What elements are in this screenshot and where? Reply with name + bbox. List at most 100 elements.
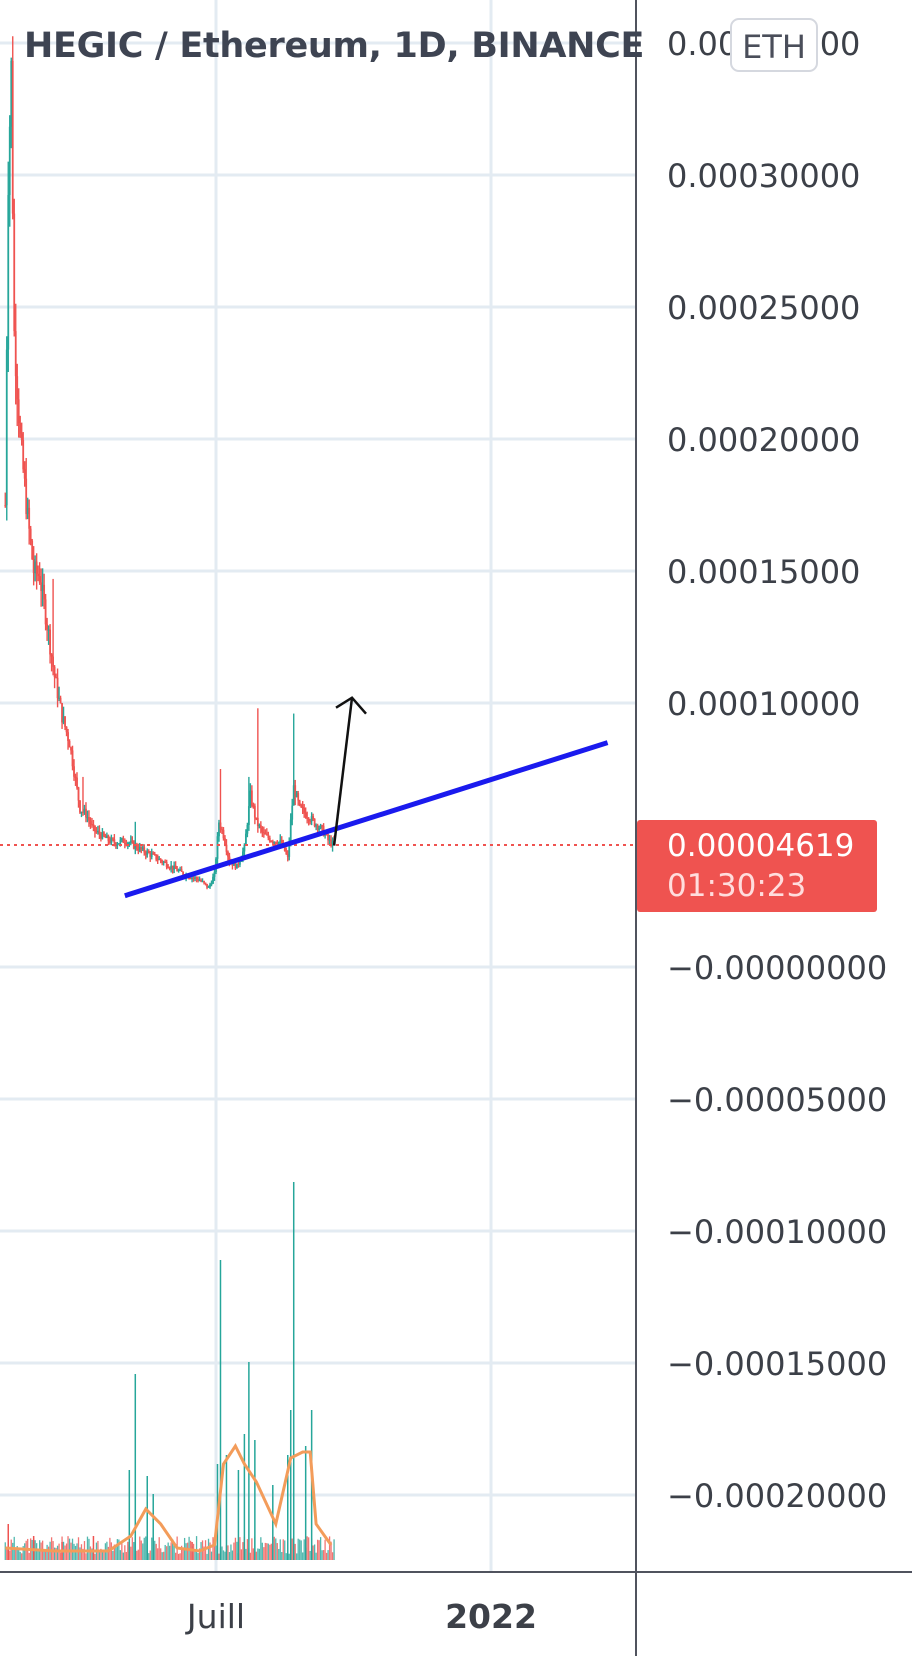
volume-moving-average-line [5,1443,333,1553]
candle-body [189,878,192,880]
arrow-line[interactable] [332,697,354,846]
candle-body [264,833,267,835]
candle-body [179,869,182,871]
candle-body [231,863,234,866]
candle-body [310,816,313,822]
candle-body [212,876,214,884]
candle-body [298,800,301,805]
trendline[interactable] [124,740,609,899]
candle-body [35,561,38,574]
candle-body [119,839,122,844]
candle-body [91,824,93,826]
arrow-head[interactable] [335,696,367,715]
candle-body [41,584,44,592]
candle-body [242,851,244,859]
candle-body [125,843,128,845]
candle-body [204,882,207,884]
candle-body [152,853,155,855]
candle-body [73,766,75,777]
candle-body [58,697,60,699]
candle-body [192,877,195,879]
candle-body [188,877,190,880]
candle-body [76,777,78,788]
candle-body [236,863,238,869]
candle-body [98,830,101,835]
candle-body [259,824,262,829]
candle-body [286,853,289,857]
candle-body [94,825,96,832]
drawing-layer[interactable] [124,696,609,899]
candle-body [203,881,205,883]
candle-body [168,867,171,870]
candle-body [234,862,237,869]
candle-body [8,126,11,196]
candle-body [300,804,303,808]
candle-body [137,848,140,851]
candle-body [110,838,113,843]
x-tick-label: 2022 [445,1597,537,1636]
candle-body [95,831,98,833]
candle-body [129,840,132,843]
candle-body [268,837,271,842]
candle-body [239,861,241,865]
y-tick-label: 0.00030000 [667,157,860,195]
candle-body [103,832,105,836]
candle-body [80,811,83,813]
candle-body [150,853,153,857]
chart-title: HEGIC / Ethereum, 1D, BINANCE [24,26,645,66]
candle-body [180,869,183,872]
candle-body [258,824,261,827]
candle-body [16,376,19,400]
y-tick-label: 0.00010000 [667,685,860,723]
candle-body [49,629,52,655]
candle-body [23,469,26,479]
candle-body [177,870,180,872]
candle-body [22,439,25,470]
currency-badge[interactable]: ETH [730,18,818,72]
candle-body [17,399,20,423]
candle-body [207,886,210,888]
candle-body [312,816,315,819]
candle-body [321,825,324,827]
candle-body [117,843,120,845]
candle-body [68,741,71,748]
candle-body [7,195,10,350]
candle-body [304,812,307,818]
candle-body [274,841,277,844]
candle-body [297,793,300,801]
candle-body [159,858,162,861]
candle-body [108,841,111,843]
candle-body [67,732,69,742]
candle-body [191,877,193,879]
candle-body [4,505,7,507]
candle-body [221,828,223,831]
last-price-label: 0.00004619 [667,828,855,864]
candle-body [174,865,177,869]
candle-body [107,835,110,842]
candle-body [56,677,59,699]
candle-body [301,807,304,809]
candle-body [247,806,250,826]
candle-body [101,832,104,839]
candle-body [105,835,108,838]
candle-body [50,654,53,657]
candle-body [262,831,265,834]
candle-body [197,879,199,881]
candle-body [71,750,74,767]
candle-body [319,825,322,829]
candle-body [86,817,89,819]
candle-body [246,825,249,834]
candle-body [292,785,295,806]
candle-body [158,858,161,861]
y-tick-label: 0.00015000 [667,553,860,591]
candle-body [37,573,40,577]
candle-body [213,872,216,877]
y-tick-label: −0.00015000 [667,1345,887,1383]
candle-body [176,868,179,872]
grid-layer [0,0,636,1572]
candle-body [134,844,137,849]
candle-body [85,808,87,818]
candle-body [40,582,43,592]
candle-body [61,703,63,723]
